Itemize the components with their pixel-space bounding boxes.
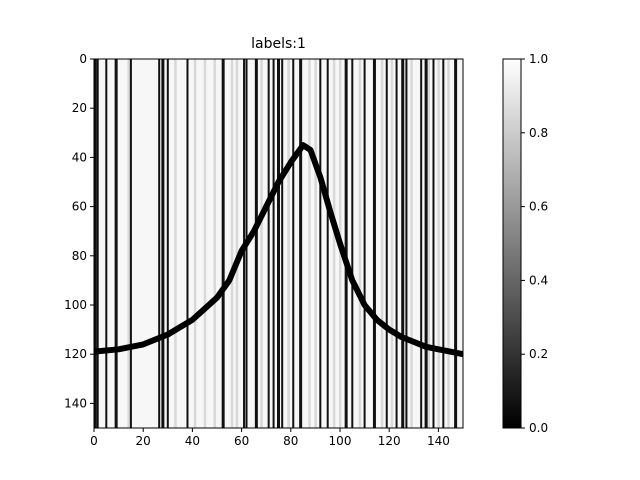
light-column — [427, 59, 431, 428]
y-tick-label: 80 — [72, 249, 87, 263]
dark-column — [319, 59, 322, 428]
light-column — [287, 59, 290, 428]
colorbar-tick-label: 0.8 — [529, 126, 548, 140]
x-tick-label: 120 — [378, 434, 401, 448]
dark-column — [401, 59, 405, 428]
dark-column — [292, 59, 295, 428]
colorbar — [502, 58, 522, 429]
light-column — [203, 59, 207, 428]
light-column — [193, 59, 197, 428]
colorbar-tick-label: 0.4 — [529, 273, 548, 287]
dark-column — [272, 59, 275, 428]
x-tick-label: 40 — [185, 434, 200, 448]
dark-column — [351, 59, 354, 428]
light-column — [127, 59, 130, 428]
dark-column — [158, 59, 161, 428]
y-tick-label: 0 — [79, 52, 87, 66]
dark-column — [385, 59, 388, 428]
colorbar-axis: 0.0 0.2 0.4 0.6 0.8 1.0 — [521, 52, 548, 435]
y-tick-label: 120 — [64, 347, 87, 361]
light-column — [437, 59, 440, 428]
dark-column — [405, 59, 408, 428]
dark-curve — [94, 142, 463, 358]
dark-column — [254, 59, 258, 428]
x-tick-label: 0 — [90, 434, 98, 448]
dark-column — [161, 59, 165, 428]
light-column — [314, 59, 317, 428]
dark-column — [424, 59, 428, 428]
light-column — [358, 59, 362, 428]
light-column — [410, 59, 413, 428]
y-tick-label: 20 — [72, 101, 87, 115]
y-tick-label: 60 — [72, 200, 87, 214]
light-column — [308, 59, 311, 428]
dark-column — [420, 59, 423, 428]
dark-column — [344, 59, 348, 428]
x-axis: 0 20 40 60 80 100 120 140 — [90, 428, 450, 448]
colorbar-tick-label: 1.0 — [529, 52, 548, 66]
dark-column — [114, 59, 118, 428]
colorbar-tick-label: 0.2 — [529, 347, 548, 361]
dark-column — [186, 59, 189, 428]
dark-column — [166, 59, 169, 428]
dark-column — [267, 59, 270, 428]
dark-column — [432, 59, 435, 428]
y-tick-label: 100 — [64, 298, 87, 312]
dark-column — [105, 59, 108, 428]
dark-column — [372, 59, 376, 428]
light-column — [260, 59, 263, 428]
dark-column — [299, 59, 303, 428]
dark-column — [96, 59, 99, 428]
chart-title: labels:1 — [251, 36, 306, 52]
dark-column — [129, 59, 132, 428]
dark-column — [277, 59, 280, 428]
plot-frame — [93, 58, 464, 429]
dark-column — [454, 59, 458, 428]
colorbar-tick-label: 0.6 — [529, 200, 548, 214]
dark-column — [221, 59, 225, 428]
dark-column — [363, 59, 366, 428]
light-column — [447, 59, 450, 428]
y-tick-label: 40 — [72, 150, 87, 164]
y-axis: 0 20 40 60 80 100 120 140 — [64, 52, 94, 410]
light-column — [235, 59, 239, 428]
colorbar-tick-label: 0.0 — [529, 421, 548, 435]
x-tick-label: 140 — [427, 434, 450, 448]
x-tick-label: 60 — [234, 434, 249, 448]
light-column — [380, 59, 384, 428]
dark-column — [442, 59, 445, 428]
x-tick-label: 20 — [136, 434, 151, 448]
dark-column — [94, 59, 97, 428]
light-column — [213, 59, 217, 428]
x-tick-label: 80 — [283, 434, 298, 448]
x-tick-label: 100 — [329, 434, 352, 448]
dark-column — [395, 59, 398, 428]
light-column — [230, 59, 234, 428]
heatmap-plot-area — [94, 59, 463, 428]
light-columns — [127, 59, 450, 428]
dark-column — [326, 59, 329, 428]
dark-column — [281, 59, 284, 428]
y-tick-label: 140 — [64, 396, 87, 410]
light-column — [332, 59, 336, 428]
light-column — [390, 59, 394, 428]
light-column — [174, 59, 177, 428]
